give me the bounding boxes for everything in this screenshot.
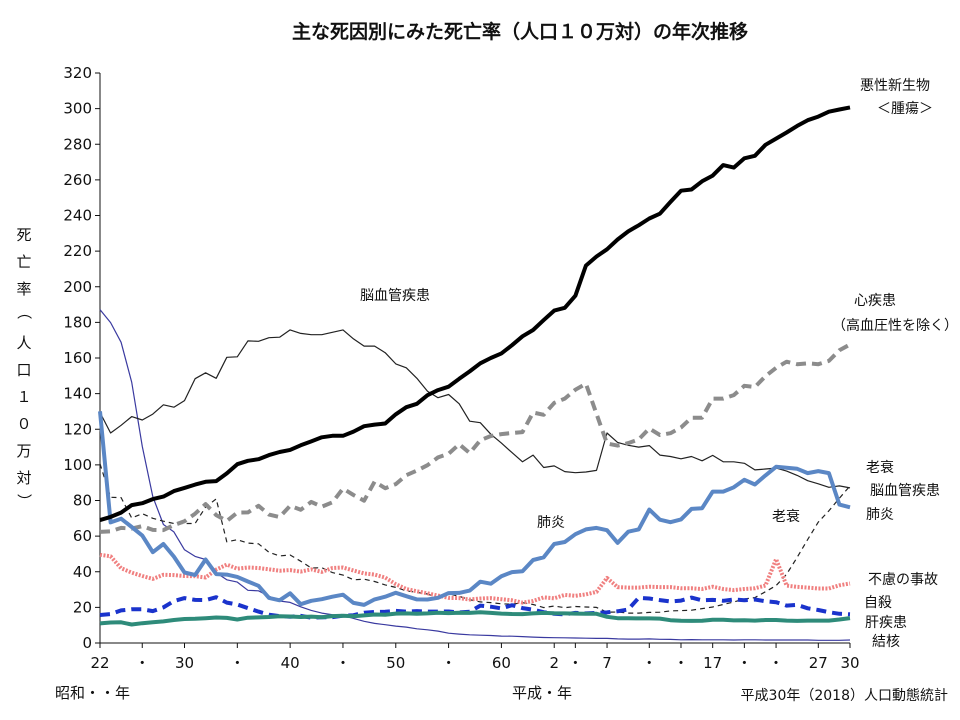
right-label: 脳血管疾患 bbox=[870, 483, 940, 499]
inline-label: （高血圧性を除く） bbox=[832, 317, 958, 334]
right-label: 老衰 bbox=[866, 459, 894, 476]
y-axis-title-char: 亡 bbox=[16, 253, 31, 271]
plot-layer: 0204060801001201401601802002202402602803… bbox=[15, 64, 958, 672]
y-axis-title-char: 対 bbox=[16, 469, 31, 487]
y-tick-label: 60 bbox=[73, 527, 92, 545]
right-label: 不慮の事故 bbox=[868, 572, 938, 588]
y-tick-label: 240 bbox=[63, 207, 92, 225]
x-tick-label: ・ bbox=[673, 654, 688, 672]
y-tick-label: 220 bbox=[63, 242, 92, 260]
series-line-7 bbox=[99, 610, 851, 627]
y-tick-label: 20 bbox=[73, 598, 92, 616]
x-tick-label: 30 bbox=[175, 654, 194, 672]
inline-label: 脳血管疾患 bbox=[360, 288, 430, 304]
y-tick-label: 120 bbox=[63, 420, 92, 438]
y-tick-label: 320 bbox=[63, 64, 92, 82]
y-axis-title-char: ０ bbox=[16, 415, 31, 433]
x-tick-label: 60 bbox=[492, 654, 511, 672]
series-line-1 bbox=[99, 342, 851, 534]
inline-label: 老衰 bbox=[772, 508, 800, 525]
x-tick-label: 27 bbox=[809, 654, 828, 672]
right-label: ＜腫瘍＞ bbox=[877, 100, 933, 117]
inline-label: 肺炎 bbox=[537, 515, 565, 531]
y-axis-title-char: １ bbox=[16, 388, 31, 406]
series-line-6 bbox=[99, 595, 851, 620]
y-tick-label: 100 bbox=[63, 456, 92, 474]
era-label-showa: 昭和・・年 bbox=[55, 684, 130, 702]
y-tick-label: 300 bbox=[63, 100, 92, 118]
series-line-2 bbox=[99, 329, 851, 489]
chart-title: 主な死因別にみた死亡率（人口１０万対）の年次推移 bbox=[292, 20, 748, 43]
series-line-0 bbox=[99, 105, 851, 523]
x-tick-label: 7 bbox=[602, 654, 612, 672]
y-tick-label: 80 bbox=[73, 492, 92, 510]
right-label: 肝疾患 bbox=[865, 615, 907, 631]
x-tick-label: ・ bbox=[135, 654, 150, 672]
y-tick-label: 160 bbox=[63, 349, 92, 367]
y-axis-title-char: ） bbox=[15, 493, 33, 508]
x-tick-label: ・ bbox=[230, 654, 245, 672]
x-tick-label: ・ bbox=[335, 654, 350, 672]
y-axis-title-char: 口 bbox=[16, 361, 31, 379]
y-axis-title-char: （ bbox=[15, 304, 33, 319]
source-note: 平成30年（2018）人口動態統計 bbox=[741, 688, 948, 704]
x-tick-label: 17 bbox=[703, 654, 722, 672]
y-axis-title-char: 万 bbox=[16, 442, 31, 460]
y-tick-label: 180 bbox=[63, 313, 92, 331]
series-line-8 bbox=[99, 309, 851, 641]
x-tick-label: ・ bbox=[642, 654, 657, 672]
y-axis-title-char: 死 bbox=[16, 226, 31, 244]
y-tick-label: 140 bbox=[63, 385, 92, 403]
y-axis-title-char: 人 bbox=[16, 334, 31, 352]
y-tick-label: 260 bbox=[63, 171, 92, 189]
y-tick-label: 280 bbox=[63, 135, 92, 153]
y-tick-label: 0 bbox=[82, 634, 92, 652]
y-tick-label: 200 bbox=[63, 278, 92, 296]
y-axis-title: 死亡率 （ 人口 １ ０ 万対 ） bbox=[15, 226, 33, 509]
x-tick-label: ・ bbox=[737, 654, 752, 672]
x-tick-label: 22 bbox=[90, 654, 109, 672]
right-label: 肺炎 bbox=[866, 507, 894, 523]
series-line-3 bbox=[98, 411, 851, 607]
series-line-5 bbox=[99, 552, 851, 605]
y-axis-title-char: 率 bbox=[16, 280, 31, 298]
right-label: 悪性新生物 bbox=[860, 78, 930, 94]
x-tick-label: ・ bbox=[769, 654, 784, 672]
y-tick-label: 40 bbox=[73, 563, 92, 581]
x-tick-label: 40 bbox=[281, 654, 300, 672]
inline-label: 心疾患 bbox=[854, 293, 896, 309]
era-label-heisei: 平成・年 bbox=[512, 684, 572, 702]
x-tick-label: ・ bbox=[568, 654, 583, 672]
x-tick-label: ・ bbox=[441, 654, 456, 672]
x-tick-label: 2 bbox=[549, 654, 559, 672]
x-tick-label: 50 bbox=[386, 654, 405, 672]
right-label: 自殺 bbox=[864, 595, 892, 611]
right-label: 結核 bbox=[872, 634, 900, 650]
x-tick-label: 30 bbox=[840, 654, 859, 672]
